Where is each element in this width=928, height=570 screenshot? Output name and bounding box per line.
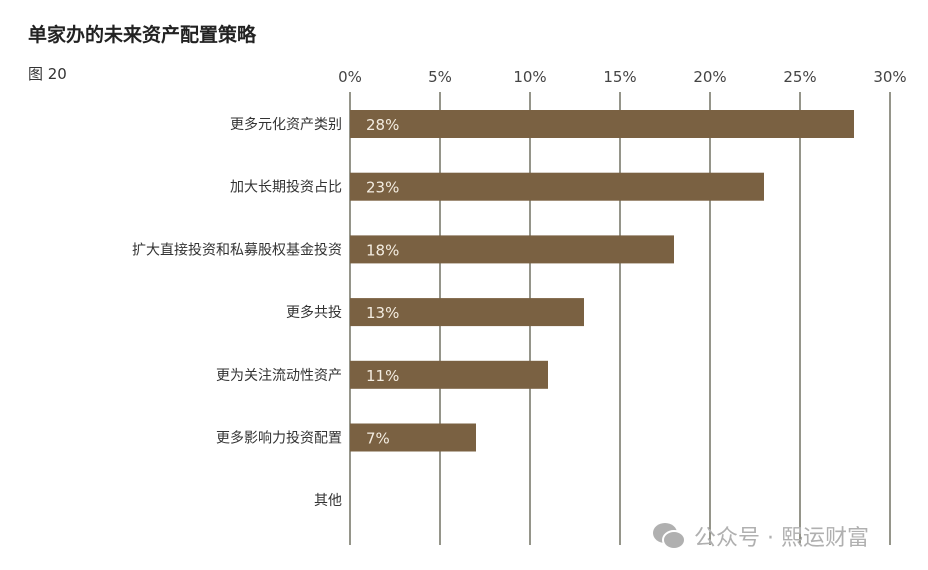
data-label: 18% bbox=[366, 241, 399, 259]
data-label: 28% bbox=[366, 116, 399, 134]
bar bbox=[350, 360, 548, 389]
x-tick-label: 20% bbox=[693, 68, 726, 86]
category-label: 更多元化资产类别 bbox=[230, 116, 342, 133]
data-label: 23% bbox=[366, 179, 399, 197]
x-tick-label: 10% bbox=[513, 68, 546, 86]
wechat-icon bbox=[653, 523, 686, 550]
x-tick-label: 25% bbox=[783, 68, 816, 86]
category-label: 更多共投 bbox=[286, 304, 342, 321]
category-label: 扩大直接投资和私募股权基金投资 bbox=[132, 241, 342, 258]
data-label: 11% bbox=[366, 367, 399, 385]
data-label: 13% bbox=[366, 304, 399, 322]
bar bbox=[350, 172, 764, 201]
category-label: 加大长期投资占比 bbox=[230, 180, 342, 196]
bar bbox=[350, 423, 476, 452]
watermark: 公众号 · 熙运财富 bbox=[652, 520, 869, 552]
data-label: 7% bbox=[366, 430, 390, 448]
bar bbox=[350, 235, 674, 264]
x-tick-label: 0% bbox=[338, 68, 362, 86]
figure-label: 图 20 bbox=[28, 65, 67, 83]
bar bbox=[350, 110, 854, 138]
category-label: 更多影响力投资配置 bbox=[216, 430, 342, 447]
x-tick-label: 15% bbox=[603, 68, 636, 86]
x-tick-label: 5% bbox=[428, 68, 452, 86]
watermark-text: 公众号 · 熙运财富 bbox=[694, 526, 869, 551]
category-label: 其他 bbox=[314, 493, 342, 509]
category-label: 更为关注流动性资产 bbox=[216, 368, 342, 384]
bar bbox=[350, 298, 584, 327]
x-tick-label: 30% bbox=[873, 68, 906, 86]
chart-title: 单家办的未来资产配置策略 bbox=[28, 24, 257, 46]
